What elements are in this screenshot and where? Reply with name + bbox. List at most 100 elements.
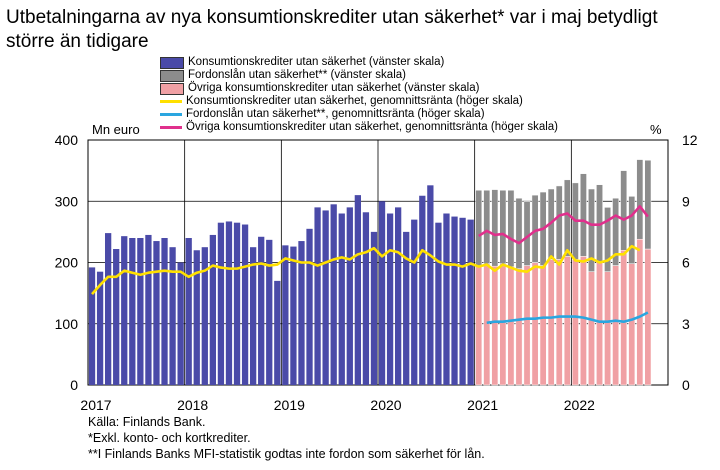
right-unit-label: % bbox=[650, 122, 662, 137]
legend-item-fordonslan-rate: Fordonslån utan säkerhet**, genomnittsrä… bbox=[160, 108, 558, 121]
bar-ovriga bbox=[596, 261, 603, 386]
bar-fordonslan bbox=[555, 185, 563, 260]
bar-konsumtionskrediter bbox=[419, 195, 426, 385]
bar-fordonslan bbox=[563, 179, 571, 257]
bar-konsumtionskrediter bbox=[137, 238, 144, 385]
legend-item-konsumtionskrediter: Konsumtionskrediter utan säkerhet (vänst… bbox=[160, 56, 558, 69]
left-tick-label: 200 bbox=[55, 255, 79, 271]
series-line-ovriga-rate bbox=[477, 205, 649, 245]
bar-konsumtionskrediter bbox=[370, 231, 378, 385]
bar-konsumtionskrediter bbox=[88, 267, 96, 385]
bar-fordonslan bbox=[620, 170, 628, 251]
x-tick-label: 2017 bbox=[80, 397, 111, 413]
bar-ovriga bbox=[620, 250, 628, 386]
right-tick-label: 3 bbox=[682, 316, 690, 332]
bar-konsumtionskrediter bbox=[145, 234, 152, 385]
bar-konsumtionskrediter bbox=[282, 245, 289, 385]
bar-konsumtionskrediter bbox=[153, 241, 160, 385]
left-tick-label: 400 bbox=[55, 132, 79, 148]
bar-konsumtionskrediter bbox=[314, 207, 321, 385]
chart-title: Utbetalningarna av nya konsumtionskredit… bbox=[6, 7, 658, 52]
bar-ovriga bbox=[531, 262, 539, 386]
right-tick-label: 12 bbox=[682, 132, 698, 148]
bar-ovriga bbox=[628, 263, 636, 386]
footnote-2: **I Finlands Banks MFI-statistik godtas … bbox=[88, 447, 485, 461]
bar-ovriga bbox=[483, 263, 491, 386]
right-tick-label: 0 bbox=[682, 377, 690, 393]
x-tick-label: 2018 bbox=[177, 397, 208, 413]
series-line-konsumtionskrediter-rate bbox=[91, 244, 641, 296]
bar-konsumtionskrediter bbox=[233, 222, 241, 385]
left-tick-label: 0 bbox=[70, 377, 78, 393]
bar-ovriga bbox=[491, 265, 499, 386]
x-tick-label: 2022 bbox=[564, 397, 595, 413]
left-unit-label: Mn euro bbox=[92, 122, 140, 137]
bar-konsumtionskrediter bbox=[177, 262, 184, 385]
bar-fordonslan bbox=[580, 173, 587, 257]
bar-ovriga bbox=[547, 259, 555, 386]
bar-konsumtionskrediter bbox=[241, 224, 249, 385]
right-tick-label: 6 bbox=[682, 255, 690, 271]
legend-swatch bbox=[160, 56, 184, 69]
bar-fordonslan bbox=[491, 189, 499, 267]
legend-item-fordonslan: Fordonslån utan säkerhet** (vänster skal… bbox=[160, 69, 558, 82]
bar-konsumtionskrediter bbox=[467, 219, 474, 385]
bar-konsumtionskrediter bbox=[274, 280, 281, 385]
bar-konsumtionskrediter bbox=[185, 238, 192, 385]
bar-konsumtionskrediter bbox=[193, 250, 200, 385]
bar-fordonslan bbox=[604, 207, 611, 272]
bar-konsumtionskrediter bbox=[298, 241, 305, 385]
chart-svg: 0 100 200 300 400 0 3 6 9 12 2017 2018 2019 2020 2021 2… bbox=[55, 122, 698, 413]
bar-ovriga bbox=[644, 248, 652, 386]
bar-ovriga bbox=[515, 268, 523, 386]
legend-swatch bbox=[160, 100, 182, 103]
bar-konsumtionskrediter bbox=[354, 195, 362, 385]
x-tick-label: 2020 bbox=[370, 397, 401, 413]
bar-ovriga bbox=[588, 271, 595, 386]
bar-konsumtionskrediter bbox=[378, 201, 386, 385]
bar-konsumtionskrediter bbox=[386, 213, 394, 385]
bar-ovriga bbox=[604, 271, 611, 386]
bar-fordonslan bbox=[515, 197, 523, 269]
legend-item-ovriga-rate: Övriga konsumtionskrediter utan säkerhet… bbox=[160, 121, 558, 134]
bar-konsumtionskrediter bbox=[346, 207, 353, 385]
bar-konsumtionskrediter bbox=[403, 231, 410, 385]
series-line-fordonslan-rate bbox=[486, 311, 649, 325]
bar-konsumtionskrediter bbox=[249, 247, 257, 385]
bar-konsumtionskrediter bbox=[169, 247, 176, 385]
legend-swatch bbox=[160, 69, 184, 82]
bar-konsumtionskrediter bbox=[201, 247, 208, 385]
bar-konsumtionskrediter bbox=[435, 222, 442, 385]
bar-fordonslan bbox=[499, 189, 507, 264]
bar-ovriga bbox=[612, 265, 620, 386]
left-tick-label: 100 bbox=[55, 316, 79, 332]
bar-ovriga bbox=[563, 256, 571, 386]
bar-konsumtionskrediter bbox=[362, 212, 370, 385]
bar-fordonslan bbox=[588, 188, 595, 272]
source-note: Källa: Finlands Bank. bbox=[88, 415, 206, 429]
x-tick-label: 2021 bbox=[467, 397, 498, 413]
plot-frame bbox=[87, 139, 669, 386]
right-tick-label: 9 bbox=[682, 193, 690, 209]
bar-konsumtionskrediter bbox=[451, 216, 458, 385]
bar-fordonslan bbox=[507, 189, 515, 268]
bar-ovriga bbox=[523, 265, 531, 386]
bar-fordonslan bbox=[644, 159, 652, 250]
bar-konsumtionskrediter bbox=[225, 221, 233, 385]
bar-ovriga bbox=[636, 238, 644, 386]
legend-item-konsumtionskrediter-rate: Konsumtionskrediter utan säkerhet, genom… bbox=[160, 95, 558, 108]
legend-swatch bbox=[160, 126, 182, 129]
legend-label: Fordonslån utan säkerhet**, genomnittsrä… bbox=[186, 108, 485, 120]
bar-ovriga bbox=[571, 259, 579, 386]
bar-konsumtionskrediter bbox=[306, 228, 313, 385]
bar-konsumtionskrediter bbox=[411, 219, 418, 385]
footnote-1: *Exkl. konto- och kortkrediter. bbox=[88, 431, 251, 445]
legend-item-ovriga: Övriga konsumtionskrediter utan säkerhet… bbox=[160, 82, 558, 95]
bar-konsumtionskrediter bbox=[427, 185, 434, 385]
bar-fordonslan bbox=[531, 194, 539, 263]
footnotes: Källa: Finlands Bank. *Exkl. konto- och … bbox=[88, 414, 485, 462]
bar-ovriga bbox=[475, 266, 483, 386]
bar-konsumtionskrediter bbox=[266, 239, 273, 385]
bar-konsumtionskrediter bbox=[113, 249, 120, 385]
bar-fordonslan bbox=[612, 197, 620, 266]
